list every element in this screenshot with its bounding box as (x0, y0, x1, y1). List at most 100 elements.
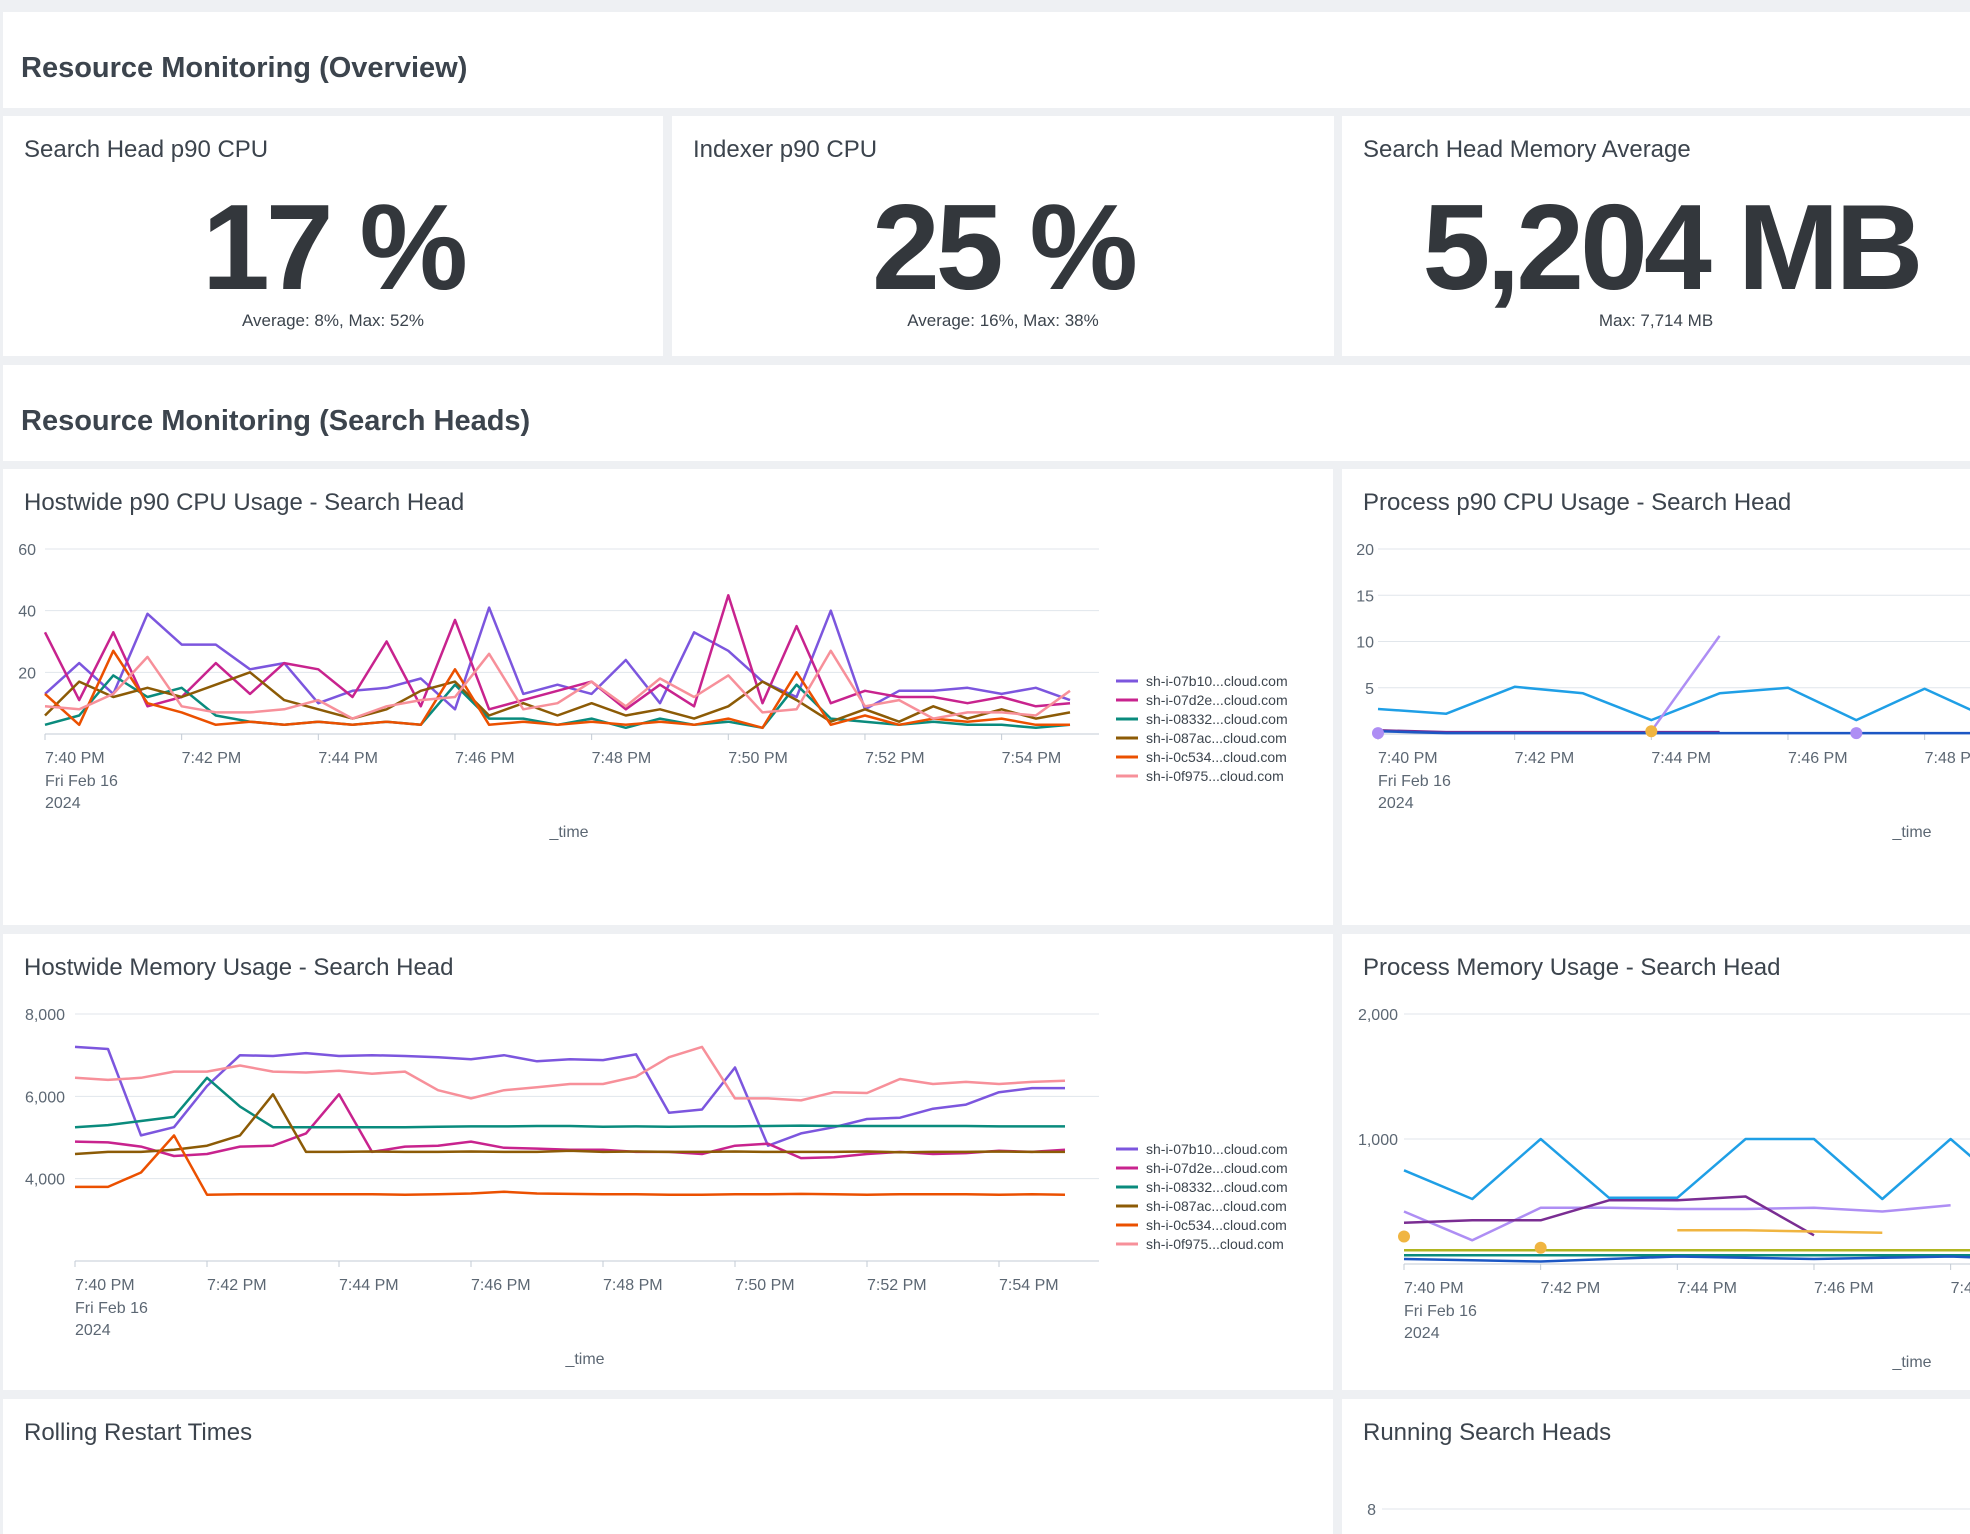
x-tick-sublabel: 2024 (1378, 795, 1414, 812)
x-tick-sublabel: 2024 (75, 1322, 111, 1339)
x-tick-label: 7:40 PM (75, 1277, 135, 1294)
single-value[interactable]: 25 % (871, 179, 1138, 315)
data-point (1372, 727, 1384, 740)
single-value[interactable]: 17 % (201, 179, 468, 315)
series-line (1403, 1195, 1815, 1237)
single-value-subtitle: Max: 7,714 MB (1598, 311, 1714, 330)
x-tick-label: 7:52 PM (867, 1277, 927, 1294)
indexer-cpu-panel: Indexer p90 CPU 25 % Average: 16%, Max: … (672, 116, 1334, 356)
x-tick-label: 7:42 PM (207, 1277, 267, 1294)
x-tick-label: 7:44 PM (318, 750, 378, 767)
series-line (1403, 1137, 1970, 1201)
y-tick-label: 10 (1356, 635, 1374, 652)
y-tick-label: 5 (1365, 681, 1374, 698)
y-tick-label: 15 (1356, 588, 1374, 605)
x-tick-sublabel: 2024 (45, 795, 81, 812)
panel-title: Process Memory Usage - Search Head (1363, 954, 1781, 981)
x-axis-title: _time (548, 824, 588, 841)
series-line (44, 606, 1071, 711)
data-point (1534, 1241, 1547, 1254)
search-head-cpu-panel: Search Head p90 CPU 17 % Average: 8%, Ma… (3, 116, 663, 356)
series-line (44, 649, 1070, 730)
x-tick-label: 7:54 PM (999, 1277, 1059, 1294)
x-tick-label: 7:52 PM (865, 750, 925, 767)
data-point (1850, 727, 1863, 740)
y-tick-label: 8,000 (25, 1007, 65, 1024)
series-line (1677, 1229, 1883, 1235)
rolling-restart-panel: Rolling Restart Times (3, 1399, 1333, 1534)
x-tick-label: 7:48 PM (1925, 750, 1970, 767)
x-tick-label: 7:44 PM (1677, 1280, 1737, 1297)
series-line (1403, 1204, 1951, 1242)
series-line (1403, 1255, 1970, 1263)
x-tick-sublabel: 2024 (1404, 1325, 1440, 1342)
x-axis-title: _time (1891, 824, 1931, 841)
series-line (1650, 635, 1721, 732)
panel-title: Search Head Memory Average (1363, 136, 1691, 163)
x-axis-title: _time (1891, 1354, 1931, 1371)
panel-title: Hostwide p90 CPU Usage - Search Head (24, 489, 465, 516)
search-heads-section-title: Resource Monitoring (Search Heads) (21, 405, 531, 437)
x-tick-label: 7:42 PM (1515, 750, 1575, 767)
overview-section-title: Resource Monitoring (Overview) (21, 52, 468, 84)
y-tick-label: 40 (18, 604, 36, 621)
legend-label: sh-i-07b10...cloud.com (1146, 673, 1288, 689)
x-tick-sublabel: Fri Feb 16 (1378, 773, 1451, 790)
legend-label: sh-i-08332...cloud.com (1146, 711, 1288, 727)
series-line (44, 674, 1071, 730)
panel-title: Indexer p90 CPU (693, 136, 878, 163)
process-memory-chart[interactable]: 1,000 2,000 7:40 PM Fri Feb 16 2024 7:42 PM 7:… (1342, 934, 1970, 1390)
x-tick-label: 7:44 PM (339, 1277, 399, 1294)
x-tick-label: 7:48 PM (1951, 1280, 1970, 1297)
x-tick-label: 7:40 PM (1404, 1280, 1464, 1297)
series-line (74, 1076, 1065, 1129)
process-cpu-panel: Process p90 CPU Usage - Search Head 5 10 1… (1342, 469, 1970, 925)
x-tick-label: 7:40 PM (45, 750, 105, 767)
x-tick-label: 7:46 PM (471, 1277, 531, 1294)
x-tick-label: 7:48 PM (603, 1277, 663, 1294)
series-line (43, 594, 1071, 711)
legend-label: sh-i-087ac...cloud.com (1146, 1198, 1287, 1214)
x-tick-label: 7:40 PM (1378, 750, 1438, 767)
process-cpu-chart[interactable]: 5 10 15 20 7:40 PM Fri Feb 16 2024 7:42 PM 7:44 … (1342, 469, 1970, 925)
x-tick-label: 7:44 PM (1651, 750, 1711, 767)
series-line (1377, 685, 1970, 722)
series-line (74, 1093, 1065, 1156)
panel-title: Hostwide Memory Usage - Search Head (24, 954, 454, 981)
legend-label: sh-i-07d2e...cloud.com (1146, 692, 1288, 708)
hostwide-memory-chart[interactable]: 4,000 6,000 8,000 7:40 PM Fri Feb 16 2024 7:42… (3, 934, 1333, 1390)
x-tick-label: 7:50 PM (735, 1277, 795, 1294)
legend-label: sh-i-0c534...cloud.com (1146, 1217, 1287, 1233)
x-tick-sublabel: Fri Feb 16 (1404, 1303, 1477, 1320)
y-tick-label: 20 (18, 665, 36, 682)
y-tick-label: 1,000 (1358, 1132, 1398, 1149)
legend-label: sh-i-087ac...cloud.com (1146, 730, 1287, 746)
hostwide-cpu-panel: Hostwide p90 CPU Usage - Search Head 20 4… (3, 469, 1333, 925)
process-memory-panel: Process Memory Usage - Search Head 1,000… (1342, 934, 1970, 1390)
hostwide-cpu-chart[interactable]: 20 40 60 7:40 PM Fri Feb 16 2024 7:42 PM 7:44 P… (3, 469, 1333, 925)
y-tick-label: 4,000 (25, 1172, 65, 1189)
single-value-subtitle: Average: 16%, Max: 38% (907, 311, 1099, 330)
series-line (74, 1045, 1065, 1147)
x-tick-sublabel: Fri Feb 16 (45, 773, 118, 790)
running-search-heads-panel: Running Search Heads 8 (1342, 1399, 1970, 1534)
series-line (1377, 729, 1970, 735)
panel-title: Rolling Restart Times (24, 1419, 253, 1446)
x-axis-title: _time (564, 1351, 604, 1368)
series-line (75, 1134, 1066, 1196)
x-tick-label: 7:46 PM (1788, 750, 1848, 767)
panel-title: Process p90 CPU Usage - Search Head (1363, 489, 1792, 516)
legend-label: sh-i-0f975...cloud.com (1146, 1236, 1284, 1252)
search-head-memory-panel: Search Head Memory Average 5,204 MB Max:… (1342, 116, 1970, 356)
data-point (1645, 725, 1658, 738)
series-line (44, 671, 1071, 723)
single-value[interactable]: 5,204 MB (1422, 179, 1924, 315)
data-point (1398, 1230, 1410, 1243)
x-tick-label: 7:48 PM (592, 750, 652, 767)
y-tick-label: 8 (1367, 1502, 1376, 1519)
legend-label: sh-i-0f975...cloud.com (1146, 768, 1284, 784)
hostwide-memory-panel: Hostwide Memory Usage - Search Head 4,00… (3, 934, 1333, 1390)
running-search-heads-chart[interactable]: 8 (1342, 1399, 1970, 1534)
panel-title: Running Search Heads (1363, 1419, 1612, 1446)
x-tick-label: 7:42 PM (1541, 1280, 1601, 1297)
